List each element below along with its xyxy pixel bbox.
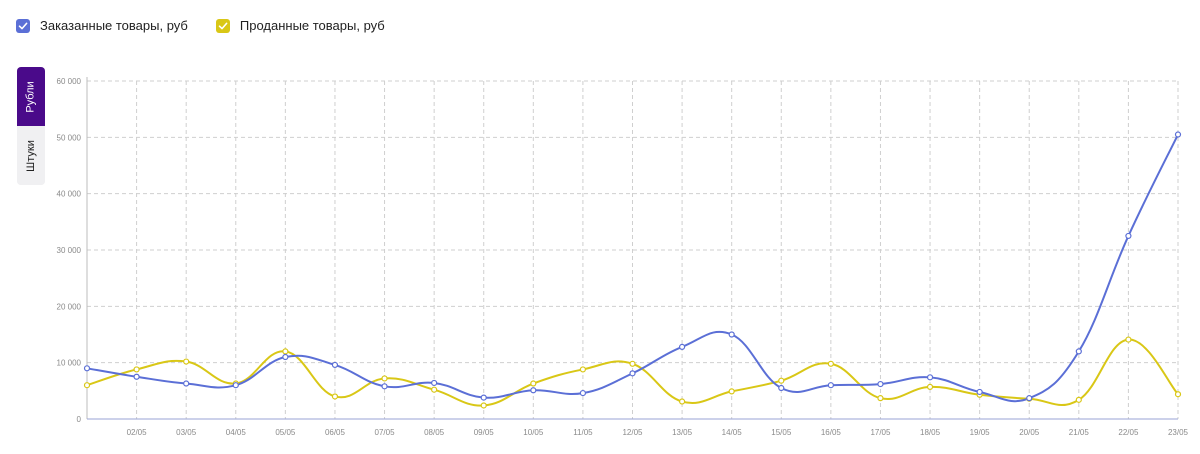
check-icon [18,22,28,29]
sold-checkbox[interactable] [215,18,230,33]
data-point-ordered [629,370,636,377]
x-tick-label: 07/05 [375,428,396,437]
data-point-ordered [480,394,487,401]
x-tick-label: 18/05 [920,428,941,437]
data-point-sold [629,360,636,367]
x-tick-label: 20/05 [1019,428,1040,437]
data-point-sold [926,383,934,390]
data-point-ordered [381,383,388,390]
data-point-ordered [1026,395,1033,402]
x-tick-label: 14/05 [722,428,743,437]
x-tick-label: 13/05 [672,428,693,437]
data-point-ordered [232,382,239,389]
data-point-ordered [579,389,587,397]
y-tick-label: 60 000 [57,77,82,86]
y-tick-label: 30 000 [57,246,82,255]
data-point-sold [381,375,388,382]
y-tick-label: 0 [77,415,82,424]
data-point-sold [1075,396,1082,403]
data-point-sold [728,388,735,395]
data-point-sold [678,398,686,405]
data-point-ordered [926,374,934,381]
data-point-ordered [183,380,190,387]
data-point-sold [83,382,91,389]
data-point-sold [133,366,140,373]
y-tick-label: 50 000 [57,133,82,142]
x-tick-label: 17/05 [870,428,891,437]
x-tick-label: 09/05 [474,428,495,437]
x-tick-label: 23/05 [1168,428,1189,437]
data-point-sold [877,395,884,402]
data-point-sold [1174,391,1182,398]
data-point-ordered [678,343,686,350]
data-point-sold [827,360,834,367]
y-tick-label: 10 000 [57,359,82,368]
data-point-ordered [976,388,983,396]
check-icon [218,22,228,29]
series-line-sold [86,338,1179,407]
x-tick-label: 15/05 [771,428,792,437]
x-tick-label: 16/05 [821,428,842,437]
data-point-ordered [778,384,785,392]
data-point-sold [579,366,587,373]
data-point-ordered [530,387,537,394]
data-point-sold [282,348,289,355]
data-point-sold [183,358,190,365]
data-point-ordered [1125,232,1132,240]
x-tick-label: 12/05 [622,428,643,437]
x-tick-label: 03/05 [176,428,197,437]
y-tick-label: 40 000 [57,190,82,199]
chart-legend: Заказанные товары, руб Проданные товары,… [16,18,413,33]
data-point-ordered [331,361,339,369]
data-point-ordered [282,353,289,361]
unit-rubles-button[interactable]: Рубли [17,67,45,126]
data-point-ordered [133,373,140,380]
data-point-ordered [431,379,438,387]
data-point-sold [480,402,487,409]
data-point-sold [1125,336,1132,343]
y-tick-label: 20 000 [57,302,82,311]
data-point-sold [331,393,339,400]
x-tick-label: 05/05 [275,428,296,437]
data-point-ordered [83,365,91,372]
x-tick-label: 11/05 [573,428,593,437]
data-point-ordered [1075,348,1082,355]
x-tick-label: 19/05 [970,428,991,437]
x-tick-label: 10/05 [523,428,544,437]
x-tick-label: 08/05 [424,428,445,437]
data-point-ordered [728,331,735,338]
x-tick-label: 21/05 [1069,428,1090,437]
unit-pieces-button[interactable]: Штуки [17,126,45,185]
legend-label-sold: Проданные товары, руб [239,18,385,33]
x-tick-label: 02/05 [127,428,148,437]
legend-label-ordered: Заказанные товары, руб [40,18,188,33]
x-tick-label: 22/05 [1118,428,1139,437]
x-tick-label: 04/05 [226,428,247,437]
data-point-sold [530,380,537,387]
ordered-checkbox[interactable] [16,18,30,33]
data-point-ordered [1174,131,1182,138]
data-point-sold [778,377,785,384]
legend-item-sold[interactable]: Проданные товары, руб [215,18,385,33]
data-point-ordered [877,380,884,388]
x-tick-label: 06/05 [325,428,346,437]
data-point-sold [431,386,438,393]
units-toggle: Рубли Штуки [17,67,45,185]
data-point-ordered [827,382,834,389]
legend-item-ordered[interactable]: Заказанные товары, руб [16,18,188,33]
